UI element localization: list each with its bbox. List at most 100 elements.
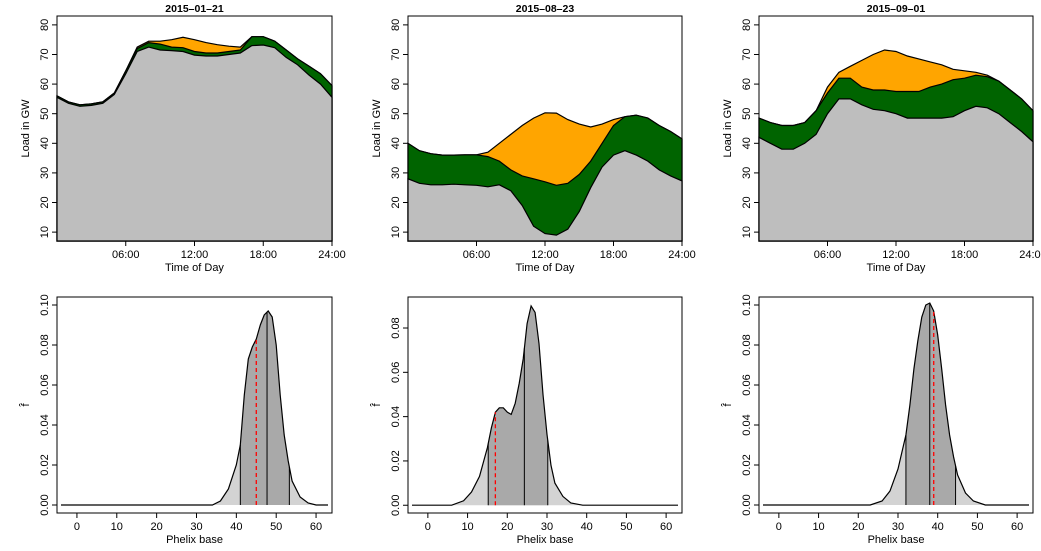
x-tick-label: 18:00 xyxy=(249,249,277,261)
y-tick-label: 30 xyxy=(39,167,51,179)
y-tick-label: 0.04 xyxy=(390,406,402,427)
y-axis-label: f̂ xyxy=(18,403,32,407)
y-tick-label: 70 xyxy=(741,48,753,60)
x-tick-label: 20 xyxy=(501,521,513,533)
chart-panel-6: 0 10 20 30 40 50 60 0.00 0.02 0.04 0.06 0.08 0.10 Phe… xyxy=(720,294,1034,546)
x-tick-label: 30 xyxy=(190,521,202,533)
chart-panel-3: 2015–09–01 06:00 12:00 18:00 24:00 10 20 30 40 50… xyxy=(722,3,1041,274)
x-tick-label: 12:00 xyxy=(181,249,209,261)
y-tick-label: 0.06 xyxy=(390,362,402,383)
x-axis-label: Phelix base xyxy=(166,534,223,546)
density-curve xyxy=(763,302,1029,506)
y-tick-label: 70 xyxy=(39,48,51,60)
y-tick-label: 40 xyxy=(39,137,51,149)
y-tick-label: 10 xyxy=(741,226,753,238)
area-series-1 xyxy=(758,98,1034,242)
x-tick-label: 10 xyxy=(812,521,824,533)
x-tick-label: 0 xyxy=(776,521,782,533)
x-axis-label: Time of Day xyxy=(867,262,926,274)
y-tick-label: 0.06 xyxy=(39,374,51,395)
central-interval-area xyxy=(488,305,548,506)
y-tick-label: 0.10 xyxy=(39,294,51,315)
y-axis-label: f̂ xyxy=(720,403,734,407)
y-tick-label: 50 xyxy=(390,108,402,120)
x-tick-label: 18:00 xyxy=(951,249,979,261)
y-axis-label: Load in GW xyxy=(20,99,32,158)
y-tick-label: 60 xyxy=(390,78,402,90)
y-tick-label: 80 xyxy=(741,19,753,31)
x-tick-label: 24:00 xyxy=(1019,249,1041,261)
x-tick-label: 06:00 xyxy=(463,249,491,261)
x-tick-label: 20 xyxy=(852,521,864,533)
central-interval-area xyxy=(905,303,956,505)
x-tick-label: 60 xyxy=(1011,521,1023,533)
y-tick-label: 10 xyxy=(390,226,402,238)
y-tick-label: 0.08 xyxy=(390,317,402,338)
y-tick-label: 20 xyxy=(741,196,753,208)
x-tick-label: 50 xyxy=(270,521,282,533)
y-tick-label: 20 xyxy=(39,196,51,208)
density-curve xyxy=(61,310,328,506)
y-axis-label: Load in GW xyxy=(722,99,734,158)
x-tick-label: 60 xyxy=(310,521,322,533)
x-tick-label: 12:00 xyxy=(531,249,559,261)
y-tick-label: 0.08 xyxy=(741,334,753,355)
y-tick-label: 70 xyxy=(390,48,402,60)
x-tick-label: 40 xyxy=(581,521,593,533)
x-tick-label: 24:00 xyxy=(318,249,346,261)
chart-title: 2015–09–01 xyxy=(867,3,926,15)
y-tick-label: 20 xyxy=(390,196,402,208)
y-tick-label: 0.00 xyxy=(741,494,753,515)
area-series-1 xyxy=(56,44,333,242)
area-series-1 xyxy=(407,150,683,242)
y-tick-label: 30 xyxy=(741,167,753,179)
x-tick-label: 50 xyxy=(620,521,632,533)
x-tick-label: 40 xyxy=(230,521,242,533)
x-tick-label: 18:00 xyxy=(600,249,628,261)
x-tick-label: 50 xyxy=(971,521,983,533)
chart-title: 2015–01–21 xyxy=(165,3,224,15)
density-curve xyxy=(412,304,678,506)
x-tick-label: 12:00 xyxy=(882,249,910,261)
x-tick-label: 0 xyxy=(74,521,80,533)
plot-frame xyxy=(407,296,683,514)
chart-panel-5: 0 10 20 30 40 50 60 0.00 0.02 0.04 0.06 0.08 Phelix … xyxy=(369,296,683,546)
y-tick-label: 60 xyxy=(39,78,51,90)
x-tick-label: 06:00 xyxy=(814,249,842,261)
x-axis-label: Time of Day xyxy=(165,262,224,274)
y-tick-label: 0.02 xyxy=(390,450,402,471)
x-axis-label: Time of Day xyxy=(516,262,575,274)
y-tick-label: 80 xyxy=(39,19,51,31)
y-tick-label: 0.04 xyxy=(741,414,753,435)
x-tick-label: 30 xyxy=(892,521,904,533)
y-tick-label: 0.00 xyxy=(39,494,51,515)
plot-frame xyxy=(56,296,333,514)
chart-panel-2: 2015–08–23 06:00 12:00 18:00 24:00 10 20 30 40 50… xyxy=(371,3,696,274)
chart-panel-1: 2015–01–21 06:00 12:00 18:00 24:00 10 20 30 40 50… xyxy=(20,3,346,274)
x-tick-label: 10 xyxy=(111,521,123,533)
y-tick-label: 0.04 xyxy=(39,414,51,435)
x-tick-label: 0 xyxy=(425,521,431,533)
chart-title: 2015–08–23 xyxy=(516,3,575,15)
x-tick-label: 40 xyxy=(932,521,944,533)
y-tick-label: 10 xyxy=(39,226,51,238)
x-tick-label: 60 xyxy=(660,521,672,533)
y-tick-label: 80 xyxy=(390,19,402,31)
y-tick-label: 40 xyxy=(741,137,753,149)
y-tick-label: 0.10 xyxy=(741,294,753,315)
y-tick-label: 0.06 xyxy=(741,374,753,395)
x-axis-label: Phelix base xyxy=(517,534,574,546)
y-tick-label: 0.02 xyxy=(741,454,753,475)
x-axis-label: Phelix base xyxy=(868,534,925,546)
y-tick-label: 30 xyxy=(390,167,402,179)
x-tick-label: 10 xyxy=(461,521,473,533)
x-tick-label: 24:00 xyxy=(668,249,696,261)
x-tick-label: 20 xyxy=(151,521,163,533)
y-tick-label: 0.08 xyxy=(39,334,51,355)
chart-panel-4: 0 10 20 30 40 50 60 0.00 0.02 0.04 0.06 0.08 0.10 Phe… xyxy=(18,294,333,546)
x-tick-label: 06:00 xyxy=(112,249,140,261)
y-tick-label: 50 xyxy=(39,108,51,120)
y-tick-label: 60 xyxy=(741,78,753,90)
x-tick-label: 30 xyxy=(541,521,553,533)
